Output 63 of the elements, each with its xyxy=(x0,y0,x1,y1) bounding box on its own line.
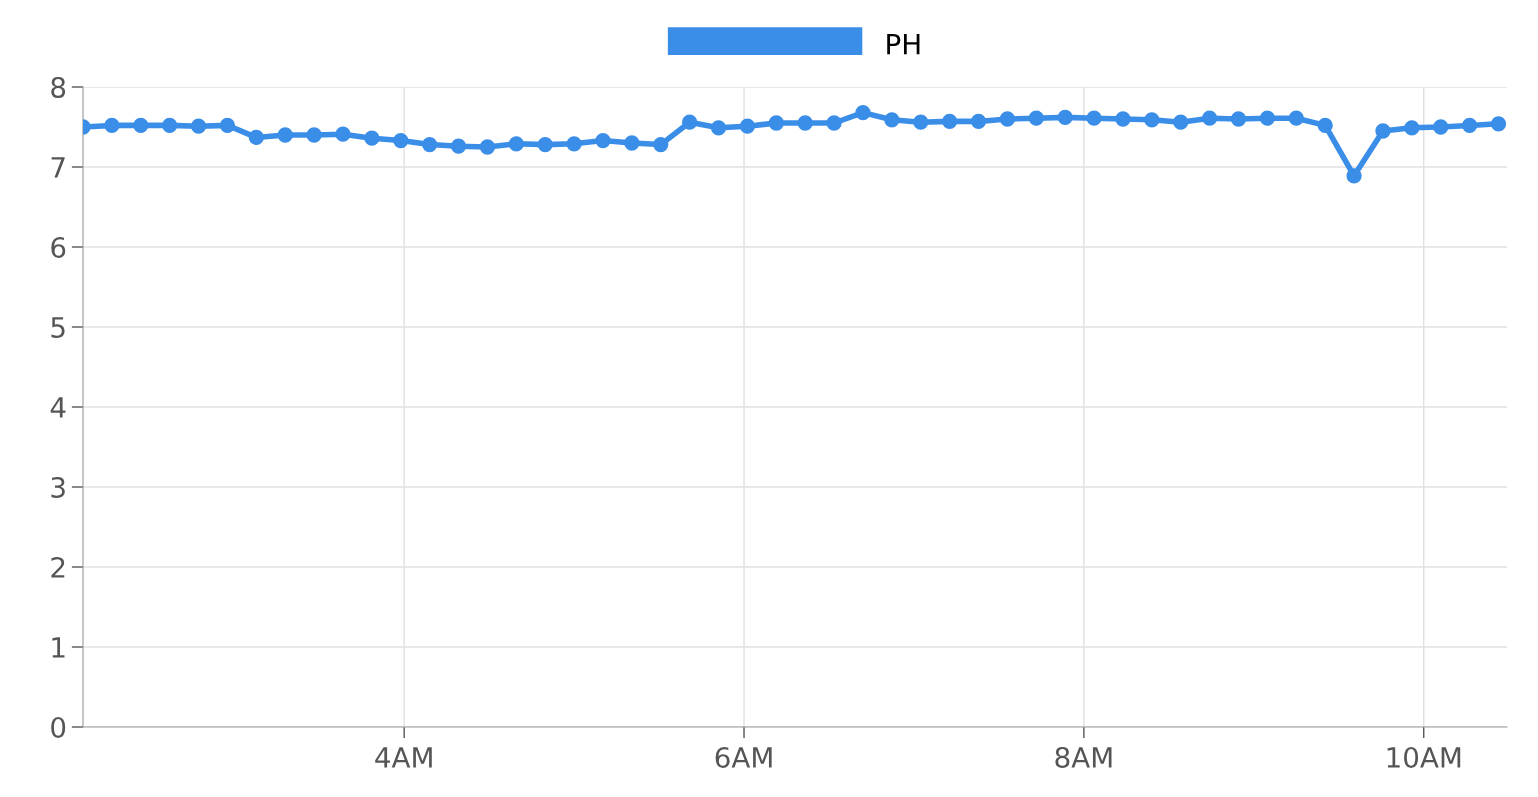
point xyxy=(479,139,496,155)
point xyxy=(1057,109,1073,126)
point xyxy=(133,117,149,134)
point xyxy=(508,136,524,152)
point xyxy=(566,136,582,152)
point xyxy=(248,129,264,146)
point xyxy=(710,120,727,136)
y-tick-label: 3 xyxy=(51,476,65,498)
point xyxy=(306,127,322,143)
point xyxy=(1490,116,1507,132)
point xyxy=(393,132,409,149)
point xyxy=(826,115,842,131)
point xyxy=(1404,120,1420,136)
point xyxy=(1346,168,1362,184)
y-tick-label: 8 xyxy=(51,76,66,98)
point xyxy=(1086,110,1102,126)
point xyxy=(1317,117,1333,134)
y-tick-label: 4 xyxy=(50,397,66,418)
point xyxy=(941,113,958,130)
y-tick-label: 7 xyxy=(51,157,65,178)
point xyxy=(162,117,178,134)
point xyxy=(797,115,813,131)
point xyxy=(624,135,640,151)
point xyxy=(277,127,293,143)
y-tick-label: 5 xyxy=(51,317,65,338)
x-tick-label: 4AM xyxy=(375,747,432,768)
point xyxy=(537,136,553,153)
point xyxy=(999,111,1016,127)
point xyxy=(913,114,929,130)
x-tick-label: 8AM xyxy=(1055,746,1112,768)
point xyxy=(1288,110,1304,126)
point xyxy=(595,132,611,149)
point xyxy=(653,136,669,153)
y-tick-label: 2 xyxy=(51,556,65,578)
point xyxy=(855,104,871,121)
point xyxy=(1144,112,1160,128)
point xyxy=(1433,119,1449,135)
point xyxy=(1461,117,1478,134)
point xyxy=(1375,123,1391,139)
point xyxy=(970,113,987,130)
point xyxy=(219,117,236,134)
point xyxy=(364,130,380,146)
point xyxy=(884,112,900,128)
point xyxy=(1259,110,1276,126)
point xyxy=(450,138,467,154)
point xyxy=(1028,110,1044,126)
y-tick-label: 6 xyxy=(51,236,66,258)
point xyxy=(190,118,207,134)
point xyxy=(1230,111,1247,127)
point xyxy=(1173,114,1189,130)
point xyxy=(768,115,784,131)
point xyxy=(1115,111,1131,127)
point xyxy=(739,118,756,134)
y-tick-label: 1 xyxy=(52,637,65,658)
text: PH xyxy=(887,33,920,55)
point xyxy=(335,126,351,142)
point xyxy=(682,114,698,130)
x-tick-label: 10AM xyxy=(1387,746,1461,768)
point xyxy=(104,117,120,134)
x-tick-label: 6AM xyxy=(715,746,772,768)
point xyxy=(1201,110,1218,126)
y-tick-label: 0 xyxy=(51,716,66,738)
point xyxy=(422,136,438,153)
